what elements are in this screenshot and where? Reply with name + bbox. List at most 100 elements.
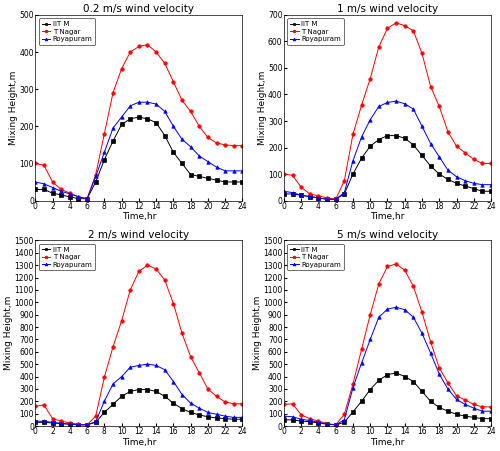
- IIT M: [110, 138, 116, 144]
- T Nagar: [462, 397, 468, 403]
- T Nagar: [162, 60, 168, 66]
- Royapuram: [76, 194, 82, 199]
- Royapuram: [454, 174, 460, 179]
- Royapuram: [358, 360, 364, 366]
- T Nagar: [214, 140, 220, 146]
- Royapuram: [110, 381, 116, 387]
- T Nagar: [367, 312, 373, 318]
- Royapuram: [205, 159, 211, 164]
- Royapuram: [410, 106, 416, 112]
- Royapuram: [419, 124, 425, 129]
- T Nagar: [342, 178, 347, 184]
- IIT M: [410, 142, 416, 147]
- Royapuram: [376, 314, 382, 320]
- IIT M: [324, 422, 330, 427]
- Royapuram: [462, 402, 468, 407]
- IIT M: [214, 177, 220, 183]
- T Nagar: [205, 135, 211, 140]
- T Nagar: [419, 309, 425, 315]
- Royapuram: [41, 181, 47, 187]
- IIT M: [471, 414, 477, 420]
- IIT M: [50, 190, 56, 196]
- Royapuram: [67, 422, 73, 427]
- Royapuram: [462, 178, 468, 184]
- Royapuram: [454, 397, 460, 402]
- IIT M: [92, 419, 98, 425]
- T Nagar: [307, 191, 313, 197]
- T Nagar: [402, 23, 407, 28]
- Royapuram: [488, 409, 494, 414]
- T Nagar: [76, 194, 82, 199]
- Royapuram: [162, 367, 168, 373]
- IIT M: [67, 194, 73, 199]
- Royapuram: [179, 392, 185, 397]
- Royapuram: [32, 419, 38, 424]
- IIT M: [376, 377, 382, 383]
- IIT M: [428, 163, 434, 169]
- T Nagar: [462, 150, 468, 156]
- T Nagar: [480, 404, 486, 410]
- T Nagar: [436, 365, 442, 371]
- T Nagar: [281, 402, 287, 407]
- Royapuram: [196, 405, 202, 411]
- T Nagar: [92, 414, 98, 419]
- T Nagar: [231, 143, 237, 148]
- IIT M: [170, 400, 176, 406]
- Royapuram: [367, 117, 373, 122]
- Royapuram: [136, 363, 142, 368]
- T Nagar: [316, 419, 322, 424]
- Line: Royapuram: Royapuram: [282, 305, 493, 427]
- IIT M: [240, 179, 246, 185]
- T Nagar: [110, 344, 116, 350]
- Line: IIT M: IIT M: [34, 115, 244, 200]
- Line: T Nagar: T Nagar: [34, 43, 244, 200]
- Royapuram: [281, 189, 287, 194]
- T Nagar: [127, 287, 133, 293]
- IIT M: [84, 422, 90, 428]
- IIT M: [127, 389, 133, 394]
- T Nagar: [342, 412, 347, 417]
- IIT M: [307, 194, 313, 199]
- IIT M: [436, 405, 442, 410]
- Royapuram: [471, 405, 477, 411]
- T Nagar: [410, 28, 416, 33]
- Royapuram: [127, 364, 133, 370]
- IIT M: [281, 191, 287, 197]
- Royapuram: [384, 100, 390, 105]
- X-axis label: Time,hr: Time,hr: [122, 438, 156, 447]
- Royapuram: [231, 168, 237, 174]
- T Nagar: [162, 277, 168, 283]
- Royapuram: [67, 191, 73, 197]
- IIT M: [480, 189, 486, 194]
- IIT M: [290, 417, 296, 423]
- IIT M: [50, 420, 56, 426]
- Royapuram: [358, 134, 364, 140]
- X-axis label: Time,hr: Time,hr: [122, 212, 156, 221]
- T Nagar: [410, 284, 416, 289]
- IIT M: [298, 193, 304, 198]
- T Nagar: [118, 318, 124, 323]
- Royapuram: [332, 197, 338, 202]
- Royapuram: [188, 400, 194, 406]
- T Nagar: [76, 422, 82, 427]
- Royapuram: [118, 374, 124, 379]
- Y-axis label: Mixing Height,m: Mixing Height,m: [253, 296, 262, 370]
- IIT M: [222, 179, 228, 185]
- IIT M: [92, 179, 98, 185]
- Royapuram: [222, 414, 228, 419]
- Royapuram: [179, 137, 185, 142]
- Royapuram: [445, 167, 451, 173]
- Y-axis label: Mixing Height,m: Mixing Height,m: [9, 70, 18, 145]
- IIT M: [153, 120, 159, 125]
- Royapuram: [350, 385, 356, 391]
- IIT M: [358, 156, 364, 161]
- Royapuram: [324, 197, 330, 202]
- Royapuram: [316, 195, 322, 201]
- Legend: IIT M, T Nagar, Royapuram: IIT M, T Nagar, Royapuram: [39, 244, 95, 271]
- IIT M: [76, 422, 82, 428]
- IIT M: [118, 122, 124, 127]
- T Nagar: [188, 354, 194, 359]
- Royapuram: [307, 418, 313, 423]
- T Nagar: [332, 422, 338, 428]
- IIT M: [367, 143, 373, 149]
